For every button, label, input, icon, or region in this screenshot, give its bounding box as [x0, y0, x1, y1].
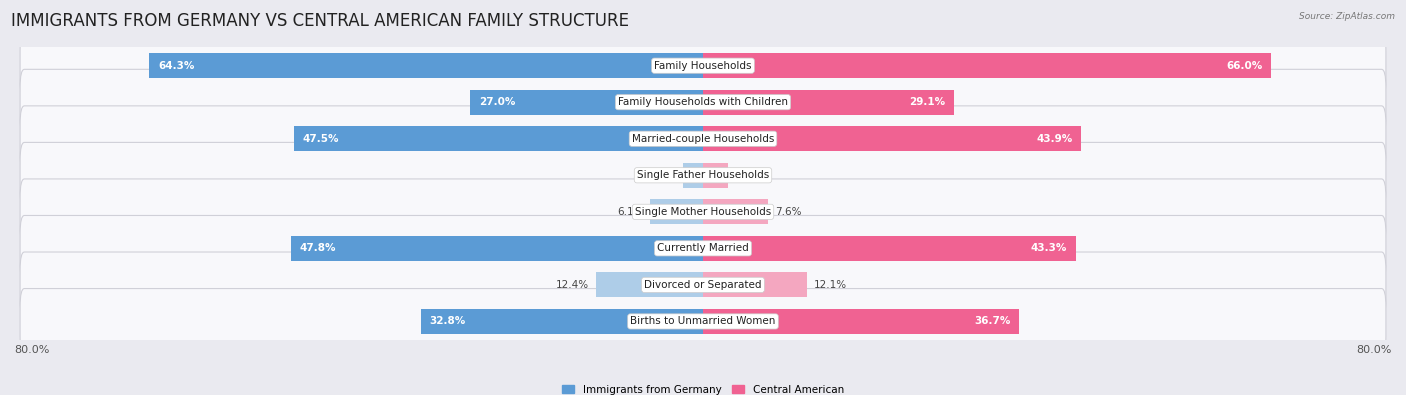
- Bar: [703, 163, 728, 188]
- Bar: [703, 309, 1019, 334]
- Text: 2.3%: 2.3%: [650, 170, 676, 180]
- Text: Married-couple Households: Married-couple Households: [631, 134, 775, 144]
- Text: 12.1%: 12.1%: [814, 280, 848, 290]
- Bar: [471, 90, 703, 115]
- Text: Divorced or Separated: Divorced or Separated: [644, 280, 762, 290]
- Text: 64.3%: 64.3%: [157, 61, 194, 71]
- FancyBboxPatch shape: [20, 33, 1386, 99]
- Text: 6.1%: 6.1%: [617, 207, 644, 217]
- Bar: [149, 53, 703, 78]
- Bar: [294, 126, 703, 151]
- FancyBboxPatch shape: [20, 106, 1386, 171]
- Text: Single Father Households: Single Father Households: [637, 170, 769, 180]
- Text: Family Households: Family Households: [654, 61, 752, 71]
- FancyBboxPatch shape: [20, 179, 1386, 245]
- Text: 2.9%: 2.9%: [735, 170, 762, 180]
- Text: Single Mother Households: Single Mother Households: [636, 207, 770, 217]
- Text: Currently Married: Currently Married: [657, 243, 749, 253]
- Text: 80.0%: 80.0%: [1357, 345, 1392, 355]
- Bar: [703, 53, 1271, 78]
- Text: 80.0%: 80.0%: [14, 345, 49, 355]
- Bar: [291, 236, 703, 261]
- FancyBboxPatch shape: [20, 252, 1386, 318]
- Legend: Immigrants from Germany, Central American: Immigrants from Germany, Central America…: [558, 380, 848, 395]
- FancyBboxPatch shape: [20, 142, 1386, 208]
- Text: Births to Unmarried Women: Births to Unmarried Women: [630, 316, 776, 326]
- Bar: [703, 199, 769, 224]
- Text: 43.9%: 43.9%: [1036, 134, 1073, 144]
- FancyBboxPatch shape: [20, 288, 1386, 354]
- Bar: [703, 90, 953, 115]
- Text: 47.5%: 47.5%: [302, 134, 339, 144]
- Text: 12.4%: 12.4%: [557, 280, 589, 290]
- Text: 27.0%: 27.0%: [479, 97, 516, 107]
- Bar: [651, 199, 703, 224]
- Bar: [703, 236, 1076, 261]
- Text: 36.7%: 36.7%: [974, 316, 1011, 326]
- Text: 47.8%: 47.8%: [299, 243, 336, 253]
- Text: 29.1%: 29.1%: [908, 97, 945, 107]
- Text: Source: ZipAtlas.com: Source: ZipAtlas.com: [1299, 12, 1395, 21]
- Bar: [703, 273, 807, 297]
- Text: IMMIGRANTS FROM GERMANY VS CENTRAL AMERICAN FAMILY STRUCTURE: IMMIGRANTS FROM GERMANY VS CENTRAL AMERI…: [11, 12, 630, 30]
- Bar: [683, 163, 703, 188]
- Text: 43.3%: 43.3%: [1031, 243, 1067, 253]
- Bar: [596, 273, 703, 297]
- Bar: [420, 309, 703, 334]
- Text: 7.6%: 7.6%: [775, 207, 801, 217]
- Text: 66.0%: 66.0%: [1226, 61, 1263, 71]
- FancyBboxPatch shape: [20, 70, 1386, 135]
- Text: Family Households with Children: Family Households with Children: [619, 97, 787, 107]
- Text: 32.8%: 32.8%: [429, 316, 465, 326]
- FancyBboxPatch shape: [20, 216, 1386, 281]
- Bar: [703, 126, 1081, 151]
